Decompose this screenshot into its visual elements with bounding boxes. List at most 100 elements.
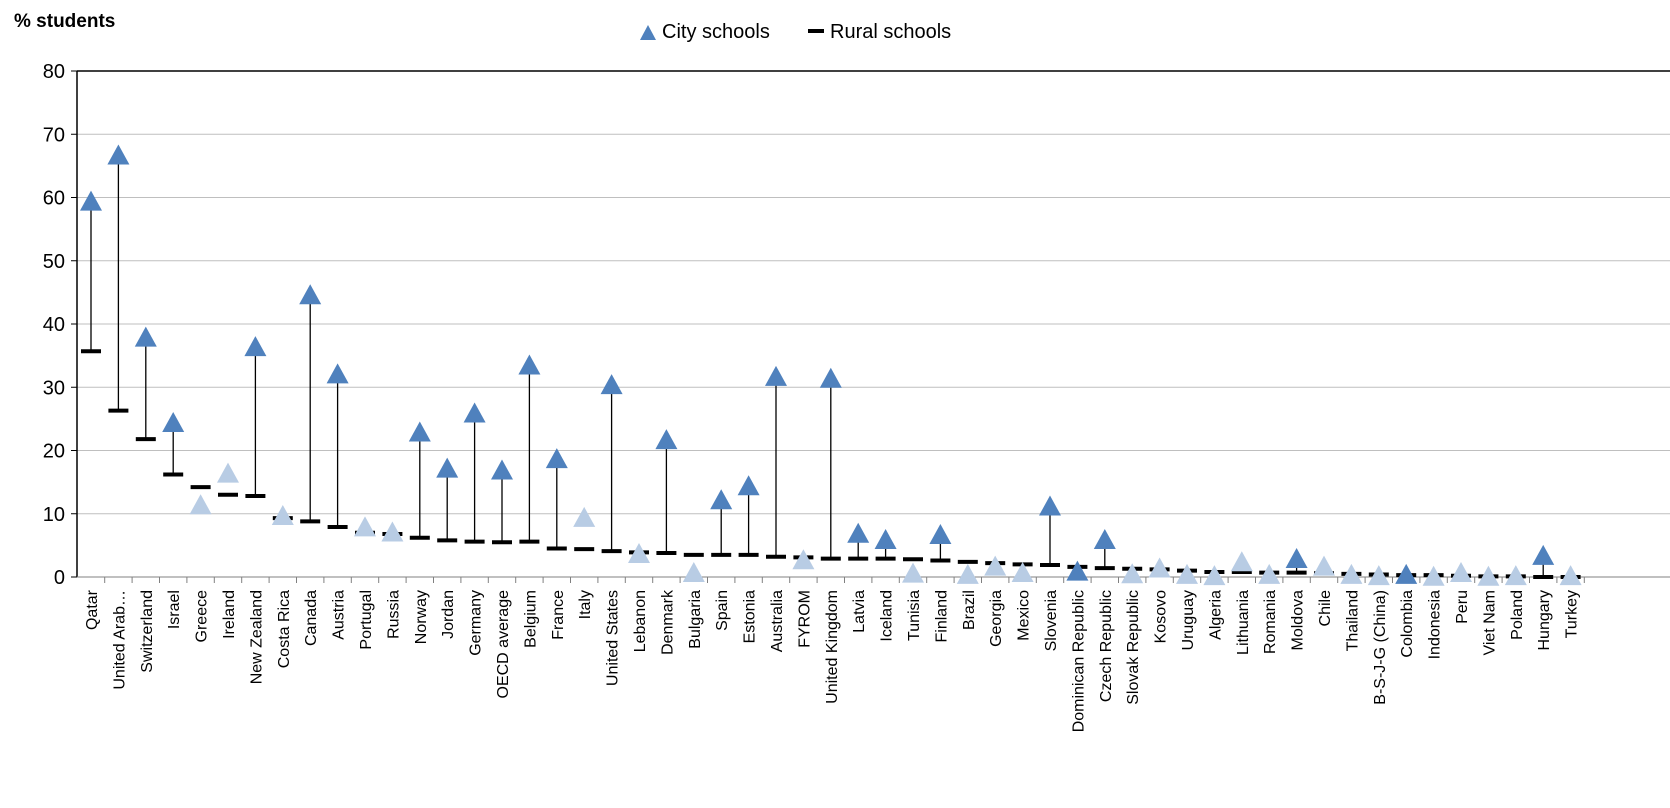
x-tick-label: Hungary: [1536, 590, 1553, 650]
city-marker: [107, 144, 130, 165]
city-marker: [1450, 561, 1472, 582]
y-axis: 0 10 20 30 40 50 60 70 80: [43, 61, 1670, 589]
city-marker: [1039, 495, 1061, 516]
city-marker: [1093, 529, 1116, 550]
x-tick-label: Georgia: [988, 590, 1005, 647]
x-tick-label: Belgium: [522, 590, 539, 648]
x-tick-label: Viet Nam: [1481, 590, 1498, 656]
x-tick-label: Lebanon: [632, 590, 649, 652]
x-tick-label: Israel: [166, 590, 183, 629]
city-marker: [299, 284, 322, 305]
x-tick-label: Portugal: [358, 590, 375, 650]
city-marker: [271, 505, 294, 526]
x-tick-label: Denmark: [659, 589, 676, 655]
y-tick-label: 20: [43, 441, 65, 463]
x-tick-label: Australia: [769, 590, 786, 652]
city-marker: [1367, 565, 1390, 586]
x-tick-label: Ireland: [221, 590, 238, 639]
x-tick-label: Colombia: [1399, 590, 1416, 658]
city-marker: [1011, 561, 1034, 582]
city-marker: [847, 522, 870, 543]
city-marker: [682, 561, 705, 582]
y-tick-label: 50: [43, 251, 65, 273]
city-marker: [1285, 548, 1308, 569]
city-marker: [1148, 557, 1171, 578]
x-tick-label: Jordan: [440, 590, 457, 639]
city-marker: [1258, 563, 1281, 584]
x-tick-label: New Zealand: [248, 590, 265, 684]
city-marker: [545, 448, 568, 469]
city-marker: [984, 555, 1007, 576]
y-tick-label: 10: [43, 504, 65, 526]
x-tick-label: Costa Rica: [276, 590, 293, 668]
x-tick-label: France: [550, 590, 567, 640]
city-marker: [436, 457, 459, 478]
city-marker: [710, 489, 733, 510]
city-marker: [217, 462, 239, 483]
city-marker: [1230, 551, 1253, 572]
x-tick-label: Austria: [331, 590, 348, 640]
x-tick-label: Brazil: [961, 590, 978, 630]
x-tick-label: Thailand: [1344, 590, 1361, 651]
x-tick-label: OECD average: [495, 590, 512, 699]
y-tick-label: 60: [43, 188, 65, 210]
city-marker: [929, 523, 952, 544]
x-tick-label: Lithuania: [1235, 590, 1252, 655]
city-marker: [134, 326, 157, 347]
x-tick-label: Kosovo: [1153, 590, 1170, 643]
x-tick-label: FYROM: [796, 590, 813, 648]
x-tick-label: Uruguay: [1180, 590, 1197, 650]
x-tick-label: Greece: [194, 590, 211, 643]
city-marker: [1504, 565, 1527, 586]
city-marker: [1066, 560, 1089, 581]
city-marker: [491, 459, 513, 480]
x-tick-label: Germany: [468, 590, 485, 656]
city-marker: [792, 549, 815, 570]
city-marker: [737, 475, 760, 496]
x-tick-label: Romania: [1262, 590, 1279, 654]
x-tick-label: Russia: [385, 590, 402, 639]
x-tick-label: United States: [605, 590, 622, 686]
x-tick-label: Moldova: [1290, 590, 1307, 651]
x-tick-label: Chile: [1317, 590, 1334, 627]
city-marker: [628, 542, 650, 563]
x-tick-label: Tunisia: [906, 590, 923, 641]
x-tick-label: Italy: [577, 590, 594, 619]
x-tick-label: Switzerland: [139, 590, 156, 673]
y-tick-label: 30: [43, 377, 65, 399]
city-marker: [408, 421, 431, 442]
x-tick-label: Algeria: [1207, 590, 1224, 640]
y-unit-label: % students: [14, 11, 115, 32]
range-lines: [90, 154, 1544, 577]
x-tick-label: United Kingdom: [824, 590, 841, 704]
legend-city-label: City schools: [662, 21, 770, 43]
city-marker: [819, 367, 842, 388]
city-marker: [765, 365, 787, 386]
legend-rural-label: Rural schools: [830, 21, 951, 43]
city-marker: [1203, 565, 1226, 586]
city-marker: [1532, 544, 1555, 565]
x-tick-label: Spain: [714, 590, 731, 631]
x-tick-label: Canada: [303, 590, 320, 646]
city-marker: [518, 354, 541, 375]
x-tick-label: Czech Republic: [1098, 590, 1115, 702]
city-marker: [600, 374, 623, 395]
x-tick-label: Finland: [933, 590, 950, 642]
city-marker: [1121, 563, 1144, 584]
legend: City schools Rural schools: [640, 21, 951, 43]
city-marker: [162, 412, 185, 433]
x-tick-label: Slovenia: [1043, 590, 1060, 651]
city-marker: [381, 521, 404, 542]
y-tick-label: 0: [54, 567, 65, 589]
city-series: [80, 144, 1582, 586]
city-marker: [326, 363, 349, 384]
x-tick-label: United Arab…: [111, 590, 128, 690]
x-axis-labels: Qatar United Arab… Switzerland Israel Greece…: [84, 577, 1585, 732]
y-tick-label: 40: [43, 314, 65, 336]
x-tick-label: B-S-J-G (China): [1372, 590, 1389, 705]
y-tick-label: 80: [43, 61, 65, 83]
city-marker: [1313, 555, 1335, 576]
y-tick-label: 70: [43, 124, 65, 146]
